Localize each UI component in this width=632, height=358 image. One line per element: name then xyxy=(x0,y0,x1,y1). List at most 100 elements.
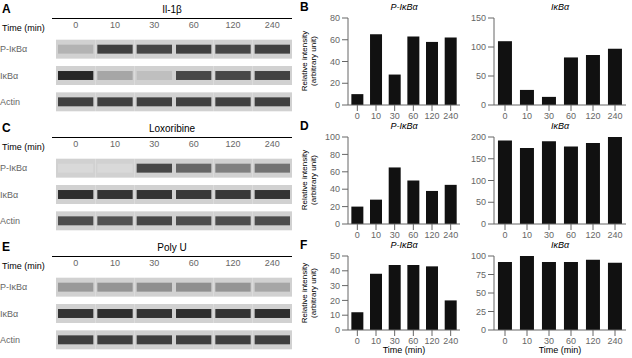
svg-text:150: 150 xyxy=(471,14,486,23)
svg-text:240: 240 xyxy=(607,111,622,119)
svg-text:IκBα: IκBα xyxy=(8,309,18,319)
svg-text:60: 60 xyxy=(330,167,340,177)
svg-text:30: 30 xyxy=(544,230,554,238)
svg-text:30: 30 xyxy=(390,336,400,344)
svg-text:20: 20 xyxy=(330,202,340,212)
svg-text:0: 0 xyxy=(355,230,360,238)
svg-text:240: 240 xyxy=(265,139,280,149)
svg-text:60: 60 xyxy=(408,111,418,119)
svg-text:200: 200 xyxy=(471,133,486,142)
svg-text:40: 40 xyxy=(330,184,340,194)
svg-text:50: 50 xyxy=(330,252,340,261)
svg-text:0: 0 xyxy=(335,219,340,229)
svg-text:240: 240 xyxy=(265,20,280,30)
svg-text:120: 120 xyxy=(225,139,240,149)
svg-text:20: 20 xyxy=(330,296,340,306)
svg-text:240: 240 xyxy=(265,258,280,268)
html-text:Time (min): Time (min) xyxy=(2,23,45,33)
svg-text:10: 10 xyxy=(522,111,532,119)
svg-text:75: 75 xyxy=(476,270,486,280)
svg-text:120: 120 xyxy=(424,336,439,344)
svg-text:0: 0 xyxy=(73,139,78,149)
svg-text:IκBα: IκBα xyxy=(8,190,18,200)
svg-text:120: 120 xyxy=(585,336,600,344)
svg-text:0: 0 xyxy=(502,111,507,119)
html-text:Loxoribine: Loxoribine xyxy=(148,123,196,134)
svg-text:60: 60 xyxy=(566,336,576,344)
svg-text:30: 30 xyxy=(390,230,400,238)
svg-text:60: 60 xyxy=(408,336,418,344)
svg-text:60: 60 xyxy=(189,258,199,268)
svg-text:0: 0 xyxy=(502,230,507,238)
svg-text:0: 0 xyxy=(73,20,78,30)
svg-text:P-IκBα: P-IκBα xyxy=(8,282,27,292)
svg-text:P-IκBα: P-IκBα xyxy=(8,163,27,173)
svg-text:60: 60 xyxy=(189,20,199,30)
svg-text:10: 10 xyxy=(522,336,532,344)
svg-text:240: 240 xyxy=(443,230,458,238)
svg-text:30: 30 xyxy=(149,20,159,30)
svg-text:20: 20 xyxy=(330,78,340,88)
svg-text:60: 60 xyxy=(189,139,199,149)
svg-text:10: 10 xyxy=(110,258,120,268)
svg-text:30: 30 xyxy=(149,139,159,149)
svg-text:120: 120 xyxy=(225,20,240,30)
svg-text:0: 0 xyxy=(335,325,340,335)
svg-text:0: 0 xyxy=(481,325,486,335)
svg-text:30: 30 xyxy=(390,111,400,119)
svg-text:120: 120 xyxy=(225,258,240,268)
svg-text:60: 60 xyxy=(566,230,576,238)
svg-text:100: 100 xyxy=(471,176,486,186)
svg-text:0: 0 xyxy=(481,219,486,229)
svg-text:80: 80 xyxy=(330,14,340,23)
svg-text:Actin: Actin xyxy=(8,216,20,226)
svg-text:10: 10 xyxy=(371,336,381,344)
html-text:Poly U: Poly U xyxy=(157,242,187,253)
html-text:Relative intensity: Relative intensity xyxy=(300,31,310,92)
html-text:Il-1β: Il-1β xyxy=(162,4,182,15)
svg-text:IκBα: IκBα xyxy=(8,71,18,81)
svg-text:0: 0 xyxy=(355,336,360,344)
svg-text:150: 150 xyxy=(471,154,486,164)
svg-text:60: 60 xyxy=(566,111,576,119)
svg-text:60: 60 xyxy=(330,35,340,45)
svg-text:240: 240 xyxy=(607,230,622,238)
svg-text:50: 50 xyxy=(476,197,486,207)
svg-text:0: 0 xyxy=(355,111,360,119)
svg-text:10: 10 xyxy=(110,20,120,30)
html-text:P-IκBα: P-IκBα xyxy=(390,2,418,12)
svg-text:30: 30 xyxy=(544,336,554,344)
svg-text:10: 10 xyxy=(371,230,381,238)
svg-text:50: 50 xyxy=(476,288,486,298)
svg-text:120: 120 xyxy=(585,111,600,119)
svg-text:100: 100 xyxy=(471,252,486,261)
svg-text:25: 25 xyxy=(476,307,486,317)
svg-text:50: 50 xyxy=(476,71,486,81)
svg-text:30: 30 xyxy=(330,281,340,291)
svg-text:10: 10 xyxy=(330,310,340,320)
svg-text:120: 120 xyxy=(424,230,439,238)
svg-text:0: 0 xyxy=(335,100,340,110)
svg-text:0: 0 xyxy=(73,258,78,268)
svg-text:Actin: Actin xyxy=(8,335,20,345)
svg-text:30: 30 xyxy=(544,111,554,119)
svg-text:40: 40 xyxy=(330,266,340,276)
svg-text:60: 60 xyxy=(408,230,418,238)
svg-text:120: 120 xyxy=(424,111,439,119)
svg-text:240: 240 xyxy=(443,336,458,344)
svg-text:10: 10 xyxy=(110,139,120,149)
svg-text:0: 0 xyxy=(502,336,507,344)
svg-text:40: 40 xyxy=(330,57,340,67)
svg-text:Actin: Actin xyxy=(8,97,20,107)
svg-text:240: 240 xyxy=(607,336,622,344)
svg-text:P-IκBα: P-IκBα xyxy=(8,44,27,54)
svg-text:30: 30 xyxy=(149,258,159,268)
svg-text:100: 100 xyxy=(471,42,486,52)
svg-text:240: 240 xyxy=(443,111,458,119)
svg-text:120: 120 xyxy=(585,230,600,238)
svg-text:10: 10 xyxy=(522,230,532,238)
svg-text:0: 0 xyxy=(481,100,486,110)
svg-text:10: 10 xyxy=(371,111,381,119)
svg-text:80: 80 xyxy=(330,150,340,160)
svg-text:100: 100 xyxy=(325,133,340,142)
